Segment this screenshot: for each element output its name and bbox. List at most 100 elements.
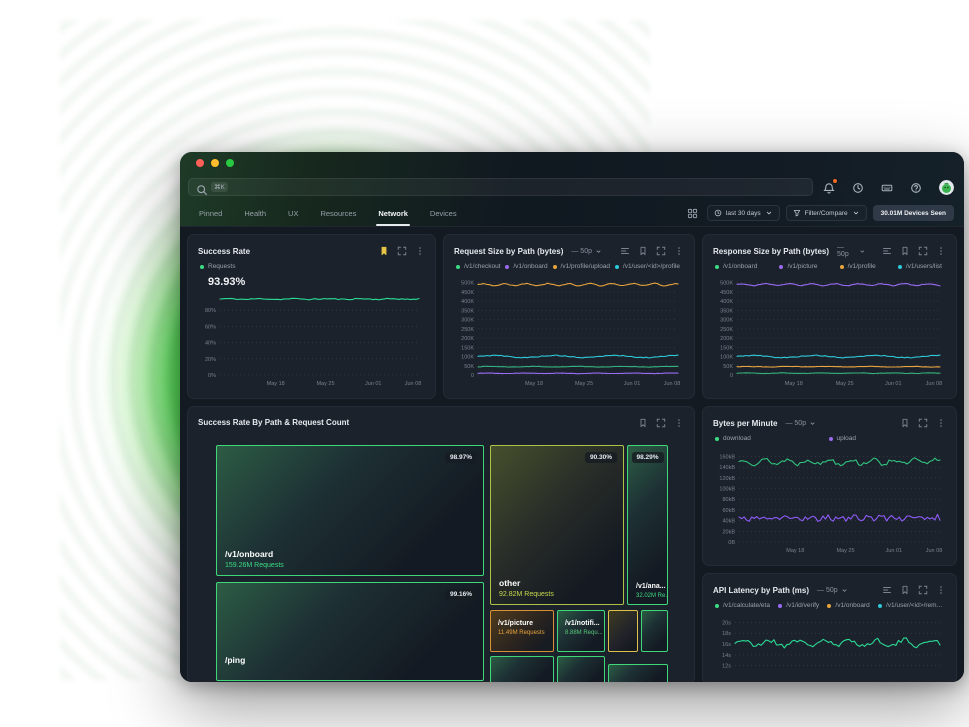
keyboard-icon[interactable] <box>881 181 893 193</box>
search-input[interactable]: ⌘K <box>188 178 813 196</box>
toolbar-controls: last 30 days Filter/Compare 30.01M Devic… <box>687 205 954 221</box>
tab-health[interactable]: Health <box>244 208 267 218</box>
kebab-icon[interactable] <box>674 246 684 256</box>
pin-icon[interactable] <box>638 418 648 428</box>
treemap-tile-v1-ana[interactable]: 98.29% /v1/ana... 32.02M Re... <box>627 444 668 605</box>
svg-text:Jun 01: Jun 01 <box>886 548 903 554</box>
legend-item[interactable]: /v1/onboard <box>827 602 870 609</box>
treemap-tile-v1-picture[interactable]: /v1/picture 11.49M Requests <box>490 609 554 652</box>
percentile-select[interactable]: — 50p <box>837 244 866 258</box>
close-window-button[interactable] <box>196 159 204 167</box>
legend-item[interactable]: /v1/calculate/eta <box>715 602 770 609</box>
svg-text:May 25: May 25 <box>836 548 854 554</box>
layout-grid-icon[interactable] <box>687 206 701 220</box>
chart-lines-icon[interactable] <box>882 246 892 256</box>
percentile-select[interactable]: — 50p <box>571 248 602 255</box>
maximize-window-button[interactable] <box>226 159 234 167</box>
charts-row-2: Success Rate By Path & Request Count 98.… <box>187 406 957 682</box>
treemap: 98.97% /v1/onboard 159.26M Requests 99.16% /… <box>216 444 668 682</box>
kebab-icon[interactable] <box>936 246 946 256</box>
treemap-tile[interactable] <box>608 609 638 652</box>
svg-text:20s: 20s <box>722 620 731 626</box>
response-size-chart[interactable]: 500K 450K 400K 350K 300K 250K 200K 150K 100K 50K 0… <box>713 274 946 388</box>
avatar[interactable] <box>939 179 954 195</box>
pinned-icon[interactable] <box>379 246 389 256</box>
legend-dot <box>827 603 832 608</box>
tab-ux[interactable]: UX <box>288 208 299 218</box>
expand-icon[interactable] <box>397 246 407 256</box>
treemap-tile-ping[interactable]: 99.16% /ping <box>216 581 484 681</box>
expand-icon[interactable] <box>918 585 928 595</box>
percentile-select[interactable]: — 50p <box>817 587 848 594</box>
nav-tabs: Pinned Health UX Resources Network Devices <box>188 200 468 226</box>
expand-icon[interactable] <box>918 246 928 256</box>
filter-icon <box>793 210 800 217</box>
tab-devices[interactable]: Devices <box>429 208 457 218</box>
filter-compare-button[interactable]: Filter/Compare <box>785 205 867 221</box>
percentile-select[interactable]: — 50p <box>785 420 816 427</box>
pin-icon[interactable] <box>900 246 910 256</box>
chart-lines-icon[interactable] <box>882 585 892 595</box>
charts-row-1: Success Rate Requests 93.93% 80% 60% 40% 20… <box>187 234 957 399</box>
legend-item[interactable]: /v1/onboard <box>715 263 757 270</box>
devices-seen-badge[interactable]: 30.01M Devices Seen <box>872 205 954 221</box>
minimize-window-button[interactable] <box>211 159 219 167</box>
kebab-icon[interactable] <box>674 418 684 428</box>
bytes-per-minute-chart[interactable]: 160kB 140kB 120kB 100kB 80kB 60kB 40kB 20kB 0B Ma… <box>713 446 946 555</box>
legend-item[interactable]: /v1/profile/upload <box>552 263 611 270</box>
treemap-tile-other[interactable]: 90.30% other 92.82M Requests <box>490 444 624 605</box>
card-title: Success Rate By Path & Request Count <box>198 418 350 428</box>
api-latency-chart[interactable]: 20s 18s 16s 14s 12s <box>713 613 946 673</box>
request-size-chart[interactable]: 500K 450K 400K 350K 300K 250K 200K 150K 100K 50K 0… <box>454 274 684 388</box>
legend-label: /v1/profile <box>847 263 876 270</box>
chevron-down-icon <box>766 211 771 215</box>
treemap-tile[interactable] <box>608 663 668 682</box>
legend-item[interactable]: /v1/profile <box>839 263 876 270</box>
legend-label: Requests <box>208 263 236 270</box>
legend-item[interactable]: Requests <box>200 263 235 270</box>
treemap-tile[interactable] <box>557 655 605 682</box>
bell-icon[interactable] <box>823 178 838 194</box>
treemap-tile[interactable] <box>490 655 554 682</box>
card-title: Success Rate <box>198 246 251 256</box>
chart-lines-icon[interactable] <box>620 246 630 256</box>
svg-text:150K: 150K <box>720 345 733 351</box>
expand-icon[interactable] <box>656 418 666 428</box>
svg-text:500K: 500K <box>720 281 733 287</box>
kebab-icon[interactable] <box>415 246 425 256</box>
legend-item[interactable]: /v1/user/<id>/rem... <box>878 602 942 609</box>
legend-item[interactable]: /v1/onboard <box>505 263 548 270</box>
legend-item[interactable]: /v1/users/list <box>897 263 942 270</box>
time-range-select[interactable]: last 30 days <box>706 205 780 221</box>
pin-icon[interactable] <box>900 418 910 428</box>
legend-item[interactable]: download <box>715 435 829 442</box>
treemap-tile-v1-onboard[interactable]: 98.97% /v1/onboard 159.26M Requests <box>216 444 484 576</box>
legend-label: /v1/profile/upload <box>560 263 611 270</box>
tab-pinned[interactable]: Pinned <box>199 208 223 218</box>
treemap-tile-v1-notifi[interactable]: /v1/notifi... 8.88M Requ... <box>557 609 605 652</box>
legend-item[interactable]: /v1/picture <box>779 263 817 270</box>
legend-label: /v1/picture <box>787 263 818 270</box>
pin-icon[interactable] <box>900 585 910 595</box>
legend-item[interactable]: /v1/user/<id>/profile <box>614 263 680 270</box>
legend-item[interactable]: /v1/id/verify <box>778 602 819 609</box>
api-latency-card: API Latency by Path (ms) — 50p /v1/calcu… <box>702 573 957 682</box>
success-rate-chart[interactable]: 80% 60% 40% 20% 0% May 18 May 25 Jun 01 Jun 08 <box>198 290 425 388</box>
expand-icon[interactable] <box>656 246 666 256</box>
kebab-icon[interactable] <box>936 418 946 428</box>
help-icon[interactable] <box>910 181 922 193</box>
tab-resources[interactable]: Resources <box>320 208 357 218</box>
legend-label: /v1/onboard <box>723 263 758 270</box>
svg-text:100kB: 100kB <box>719 487 735 493</box>
treemap-tile[interactable] <box>641 609 668 652</box>
clock-icon[interactable] <box>852 181 864 193</box>
legend-item[interactable]: upload <box>828 435 943 442</box>
svg-text:0: 0 <box>471 373 474 379</box>
expand-icon[interactable] <box>918 418 928 428</box>
pin-icon[interactable] <box>638 246 648 256</box>
svg-text:200K: 200K <box>720 336 733 342</box>
tab-network[interactable]: Network <box>367 200 419 226</box>
svg-text:May 18: May 18 <box>525 381 543 387</box>
kebab-icon[interactable] <box>936 585 946 595</box>
legend-item[interactable]: /v1/checkout <box>456 263 501 270</box>
